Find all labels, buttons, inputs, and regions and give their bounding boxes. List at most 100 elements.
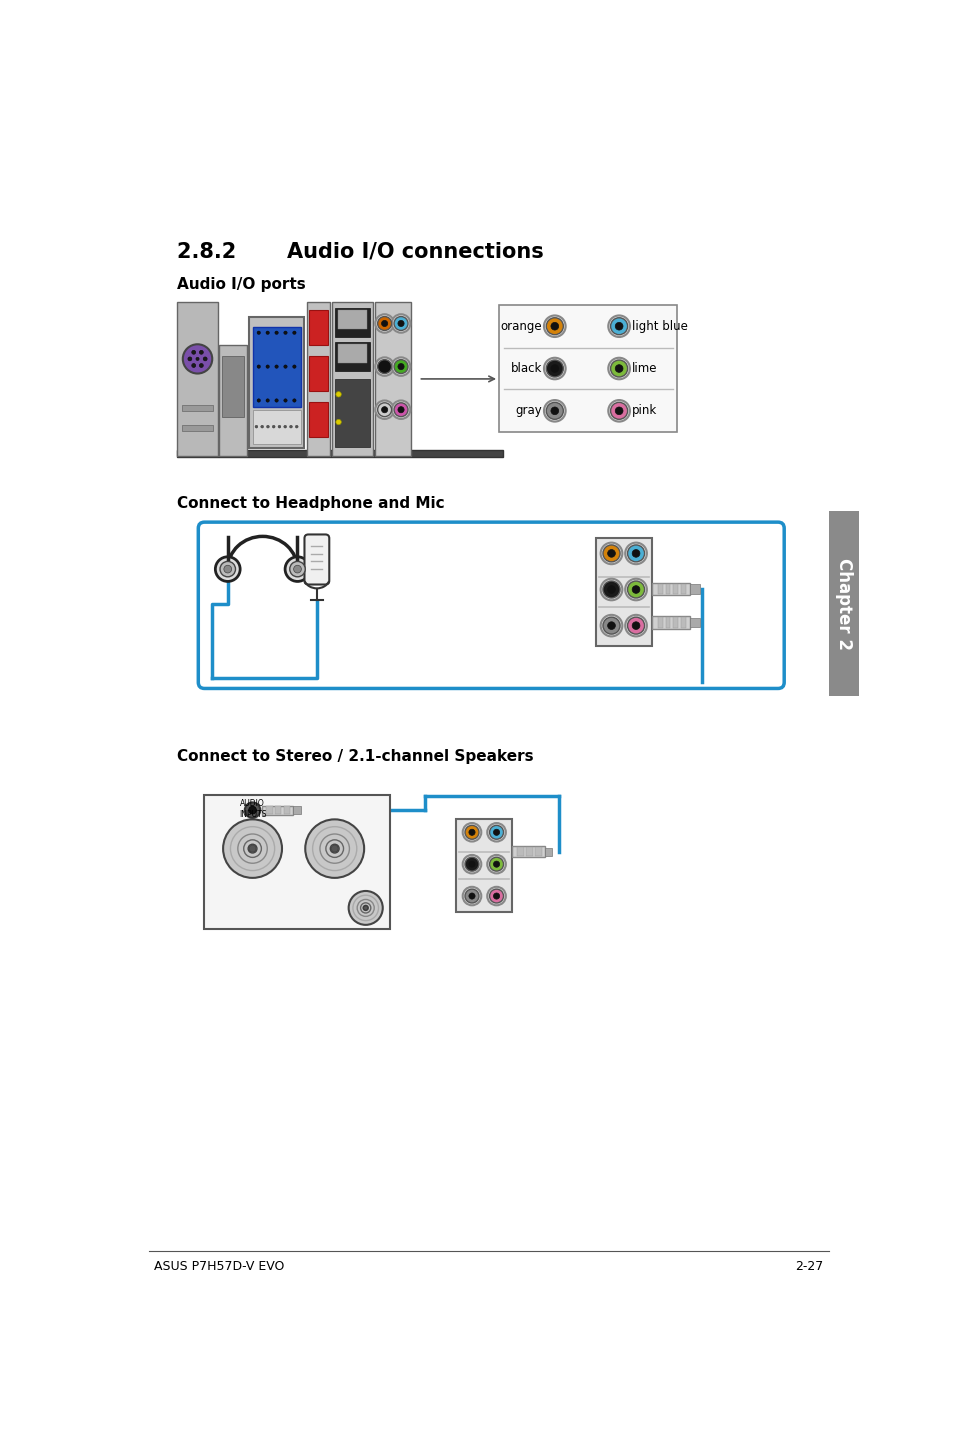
Text: pink: pink — [631, 404, 656, 417]
Circle shape — [260, 426, 263, 429]
Bar — [222, 355, 244, 417]
Circle shape — [192, 364, 195, 368]
Circle shape — [249, 846, 255, 853]
Circle shape — [624, 578, 646, 600]
Bar — [249, 318, 304, 449]
Bar — [182, 406, 213, 411]
Bar — [204, 795, 390, 929]
Bar — [498, 305, 677, 431]
Circle shape — [464, 825, 478, 840]
Circle shape — [464, 889, 478, 903]
Bar — [665, 584, 670, 594]
Circle shape — [394, 316, 408, 331]
Circle shape — [266, 365, 269, 368]
Circle shape — [493, 893, 499, 899]
Circle shape — [284, 426, 286, 429]
Bar — [658, 584, 661, 594]
Text: AUDIO
INPUTS: AUDIO INPUTS — [238, 800, 266, 818]
Bar — [680, 617, 685, 628]
Text: black: black — [511, 362, 542, 375]
Circle shape — [624, 542, 646, 564]
Circle shape — [335, 420, 341, 424]
Circle shape — [543, 400, 565, 421]
Circle shape — [392, 400, 410, 418]
Circle shape — [199, 364, 203, 368]
Circle shape — [600, 615, 621, 637]
Circle shape — [294, 565, 301, 572]
Bar — [665, 617, 670, 628]
Circle shape — [624, 615, 646, 637]
Circle shape — [632, 621, 639, 630]
Circle shape — [274, 398, 278, 403]
Circle shape — [546, 360, 562, 377]
Circle shape — [607, 549, 615, 558]
Circle shape — [600, 542, 621, 564]
Circle shape — [377, 360, 391, 374]
Circle shape — [215, 557, 240, 581]
Circle shape — [462, 856, 481, 873]
Bar — [182, 426, 213, 431]
Circle shape — [493, 830, 499, 835]
Circle shape — [543, 358, 565, 380]
Bar — [690, 584, 699, 594]
Bar — [309, 309, 328, 345]
Bar — [219, 345, 247, 456]
Circle shape — [266, 426, 269, 429]
Bar — [261, 805, 293, 815]
FancyBboxPatch shape — [304, 535, 329, 584]
Circle shape — [607, 621, 615, 630]
Circle shape — [392, 315, 410, 332]
Bar — [680, 584, 685, 594]
Bar — [307, 302, 330, 456]
Circle shape — [245, 802, 260, 818]
Bar — [651, 582, 690, 595]
Circle shape — [377, 403, 391, 417]
Text: gray: gray — [516, 404, 542, 417]
Circle shape — [192, 351, 195, 354]
Circle shape — [381, 364, 387, 370]
Bar — [253, 410, 300, 443]
Circle shape — [397, 321, 404, 326]
Circle shape — [363, 906, 367, 910]
Bar — [673, 617, 678, 628]
Circle shape — [199, 351, 203, 354]
Bar — [266, 807, 273, 814]
Circle shape — [469, 830, 475, 835]
Circle shape — [493, 861, 499, 867]
Text: Chapter 2: Chapter 2 — [834, 558, 852, 650]
Bar — [335, 380, 370, 447]
Circle shape — [615, 322, 622, 331]
Circle shape — [394, 360, 408, 374]
Circle shape — [283, 331, 287, 335]
Circle shape — [256, 331, 260, 335]
Circle shape — [256, 365, 260, 368]
Bar — [512, 847, 544, 857]
Circle shape — [489, 825, 503, 840]
Circle shape — [546, 403, 562, 420]
Circle shape — [375, 358, 394, 375]
Bar — [673, 584, 678, 594]
Text: 2.8.2       Audio I/O connections: 2.8.2 Audio I/O connections — [177, 242, 543, 262]
Circle shape — [397, 407, 404, 413]
Text: Connect to Stereo / 2.1-channel Speakers: Connect to Stereo / 2.1-channel Speakers — [177, 749, 534, 764]
Circle shape — [277, 426, 280, 429]
Circle shape — [220, 561, 235, 577]
Circle shape — [283, 398, 287, 403]
Circle shape — [305, 820, 364, 877]
Circle shape — [608, 400, 629, 421]
Circle shape — [469, 861, 475, 867]
Bar — [525, 847, 533, 856]
Circle shape — [375, 315, 394, 332]
Bar — [309, 403, 328, 437]
Circle shape — [381, 321, 387, 326]
Circle shape — [256, 398, 260, 403]
Circle shape — [489, 889, 503, 903]
Circle shape — [285, 557, 310, 581]
Circle shape — [627, 545, 644, 562]
Bar — [293, 807, 300, 814]
Circle shape — [632, 549, 639, 558]
Circle shape — [462, 823, 481, 841]
Circle shape — [610, 360, 627, 377]
Circle shape — [627, 581, 644, 598]
Circle shape — [610, 403, 627, 420]
